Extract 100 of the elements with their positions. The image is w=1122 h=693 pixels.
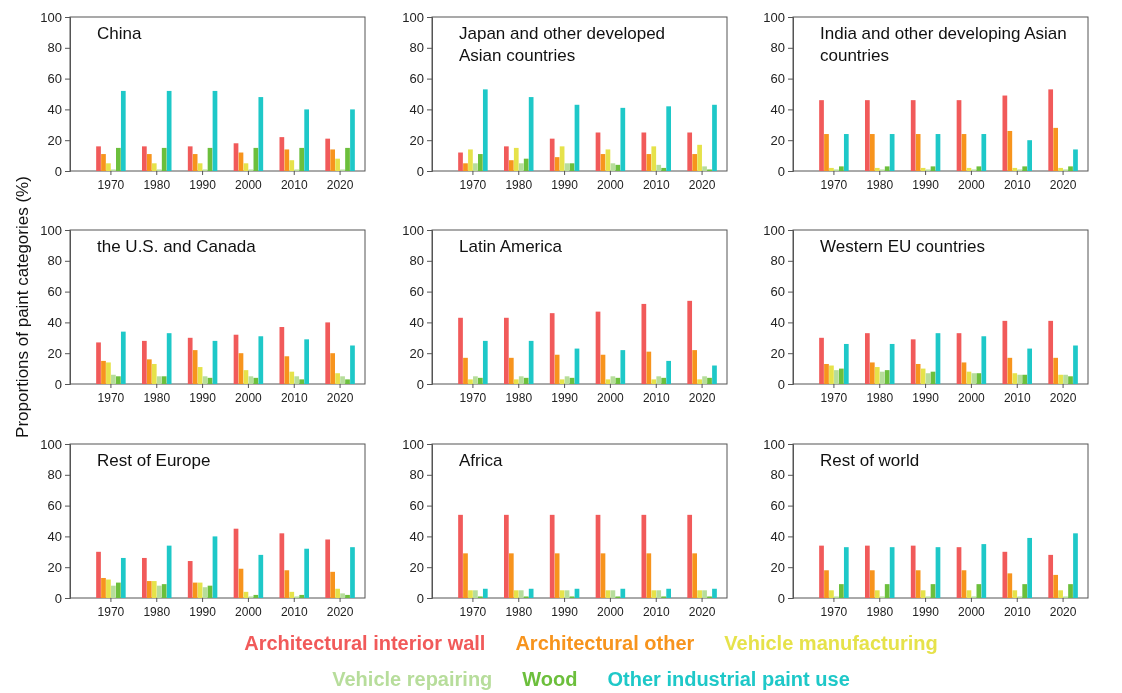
bar: [289, 591, 295, 598]
bar: [666, 360, 671, 384]
bar: [299, 594, 305, 598]
bar: [473, 376, 478, 384]
y-tick-label: 40: [409, 102, 424, 118]
bar: [1068, 166, 1073, 171]
bar: [1002, 320, 1008, 384]
bar: [656, 164, 662, 171]
y-tick-label: 0: [54, 590, 62, 606]
x-tick-label: 2020: [688, 177, 716, 192]
bar: [1022, 166, 1028, 171]
x-tick-label: 2020: [326, 177, 354, 192]
bar: [702, 376, 707, 384]
x-tick-label: 2020: [326, 390, 354, 405]
y-tick-label: 20: [47, 559, 62, 575]
bar: [641, 514, 647, 598]
bar: [981, 544, 987, 598]
bar: [1002, 95, 1008, 171]
bar: [915, 363, 921, 384]
bar: [819, 100, 824, 171]
x-tick-label: 2000: [235, 177, 263, 192]
bar: [325, 539, 331, 598]
y-tick-label: 60: [409, 498, 424, 514]
bar: [554, 354, 560, 384]
bar: [620, 107, 626, 171]
bar: [304, 548, 309, 598]
bar: [874, 167, 880, 171]
y-tick-label: 100: [40, 222, 62, 238]
bar: [142, 340, 147, 384]
x-tick-label: 1970: [820, 604, 848, 619]
bar: [646, 154, 652, 171]
bar: [116, 376, 121, 384]
bar: [641, 303, 647, 384]
chart-title: the U.S. and Canada: [97, 237, 257, 256]
bar: [284, 356, 290, 384]
bar: [294, 376, 300, 384]
bar: [161, 584, 167, 598]
bar: [915, 570, 921, 598]
bar: [869, 134, 875, 171]
bar: [335, 588, 340, 598]
bar: [289, 160, 295, 171]
bar: [865, 333, 870, 384]
bar: [528, 97, 534, 171]
bar: [156, 585, 162, 598]
bar: [111, 374, 116, 384]
x-tick-label: 1980: [143, 604, 171, 619]
bar: [253, 147, 259, 171]
bar: [468, 590, 473, 598]
bar: [166, 90, 172, 171]
bar: [504, 146, 509, 171]
bar: [697, 379, 702, 384]
chart-title: Africa: [459, 451, 503, 470]
bar: [284, 570, 290, 598]
bar: [330, 149, 335, 171]
y-tick-label: 100: [763, 222, 785, 238]
bar: [111, 585, 116, 598]
y-tick-label: 40: [409, 529, 424, 545]
x-tick-label: 1980: [505, 390, 533, 405]
bar: [350, 547, 355, 598]
bar: [101, 154, 106, 171]
x-tick-label: 2010: [280, 177, 308, 192]
bar: [910, 100, 916, 171]
x-tick-label: 2010: [280, 390, 308, 405]
bar: [615, 164, 621, 171]
bar: [981, 134, 987, 171]
x-tick-label: 1980: [505, 604, 533, 619]
bar: [829, 365, 834, 384]
x-tick-label: 2010: [642, 604, 670, 619]
bar: [976, 166, 982, 171]
bar: [473, 163, 478, 171]
bar: [258, 97, 264, 171]
bar: [687, 514, 693, 598]
bar: [549, 138, 555, 171]
y-tick-label: 80: [47, 40, 62, 56]
x-tick-label: 1990: [551, 604, 579, 619]
bar: [106, 362, 111, 384]
bar: [930, 166, 936, 171]
bar: [651, 590, 657, 598]
bar: [253, 594, 259, 598]
bar: [559, 379, 565, 384]
bar: [528, 588, 534, 598]
y-tick-label: 0: [777, 590, 785, 606]
x-tick-label: 1990: [912, 604, 940, 619]
bar: [824, 363, 829, 384]
bar: [1007, 357, 1013, 384]
bar: [554, 157, 560, 171]
x-tick-label: 1990: [912, 390, 940, 405]
bar: [1053, 574, 1058, 598]
x-tick-label: 1970: [459, 604, 487, 619]
bar: [335, 158, 340, 171]
y-tick-label: 40: [770, 102, 785, 118]
y-tick-label: 40: [47, 102, 62, 118]
bar: [1048, 89, 1054, 171]
bar: [692, 350, 697, 384]
chart-title: Western EU countries: [820, 237, 986, 256]
x-tick-label: 2010: [1003, 390, 1031, 405]
bar: [1027, 140, 1032, 171]
bar: [651, 379, 657, 384]
y-tick-label: 20: [770, 559, 785, 575]
x-tick-label: 1980: [143, 390, 171, 405]
